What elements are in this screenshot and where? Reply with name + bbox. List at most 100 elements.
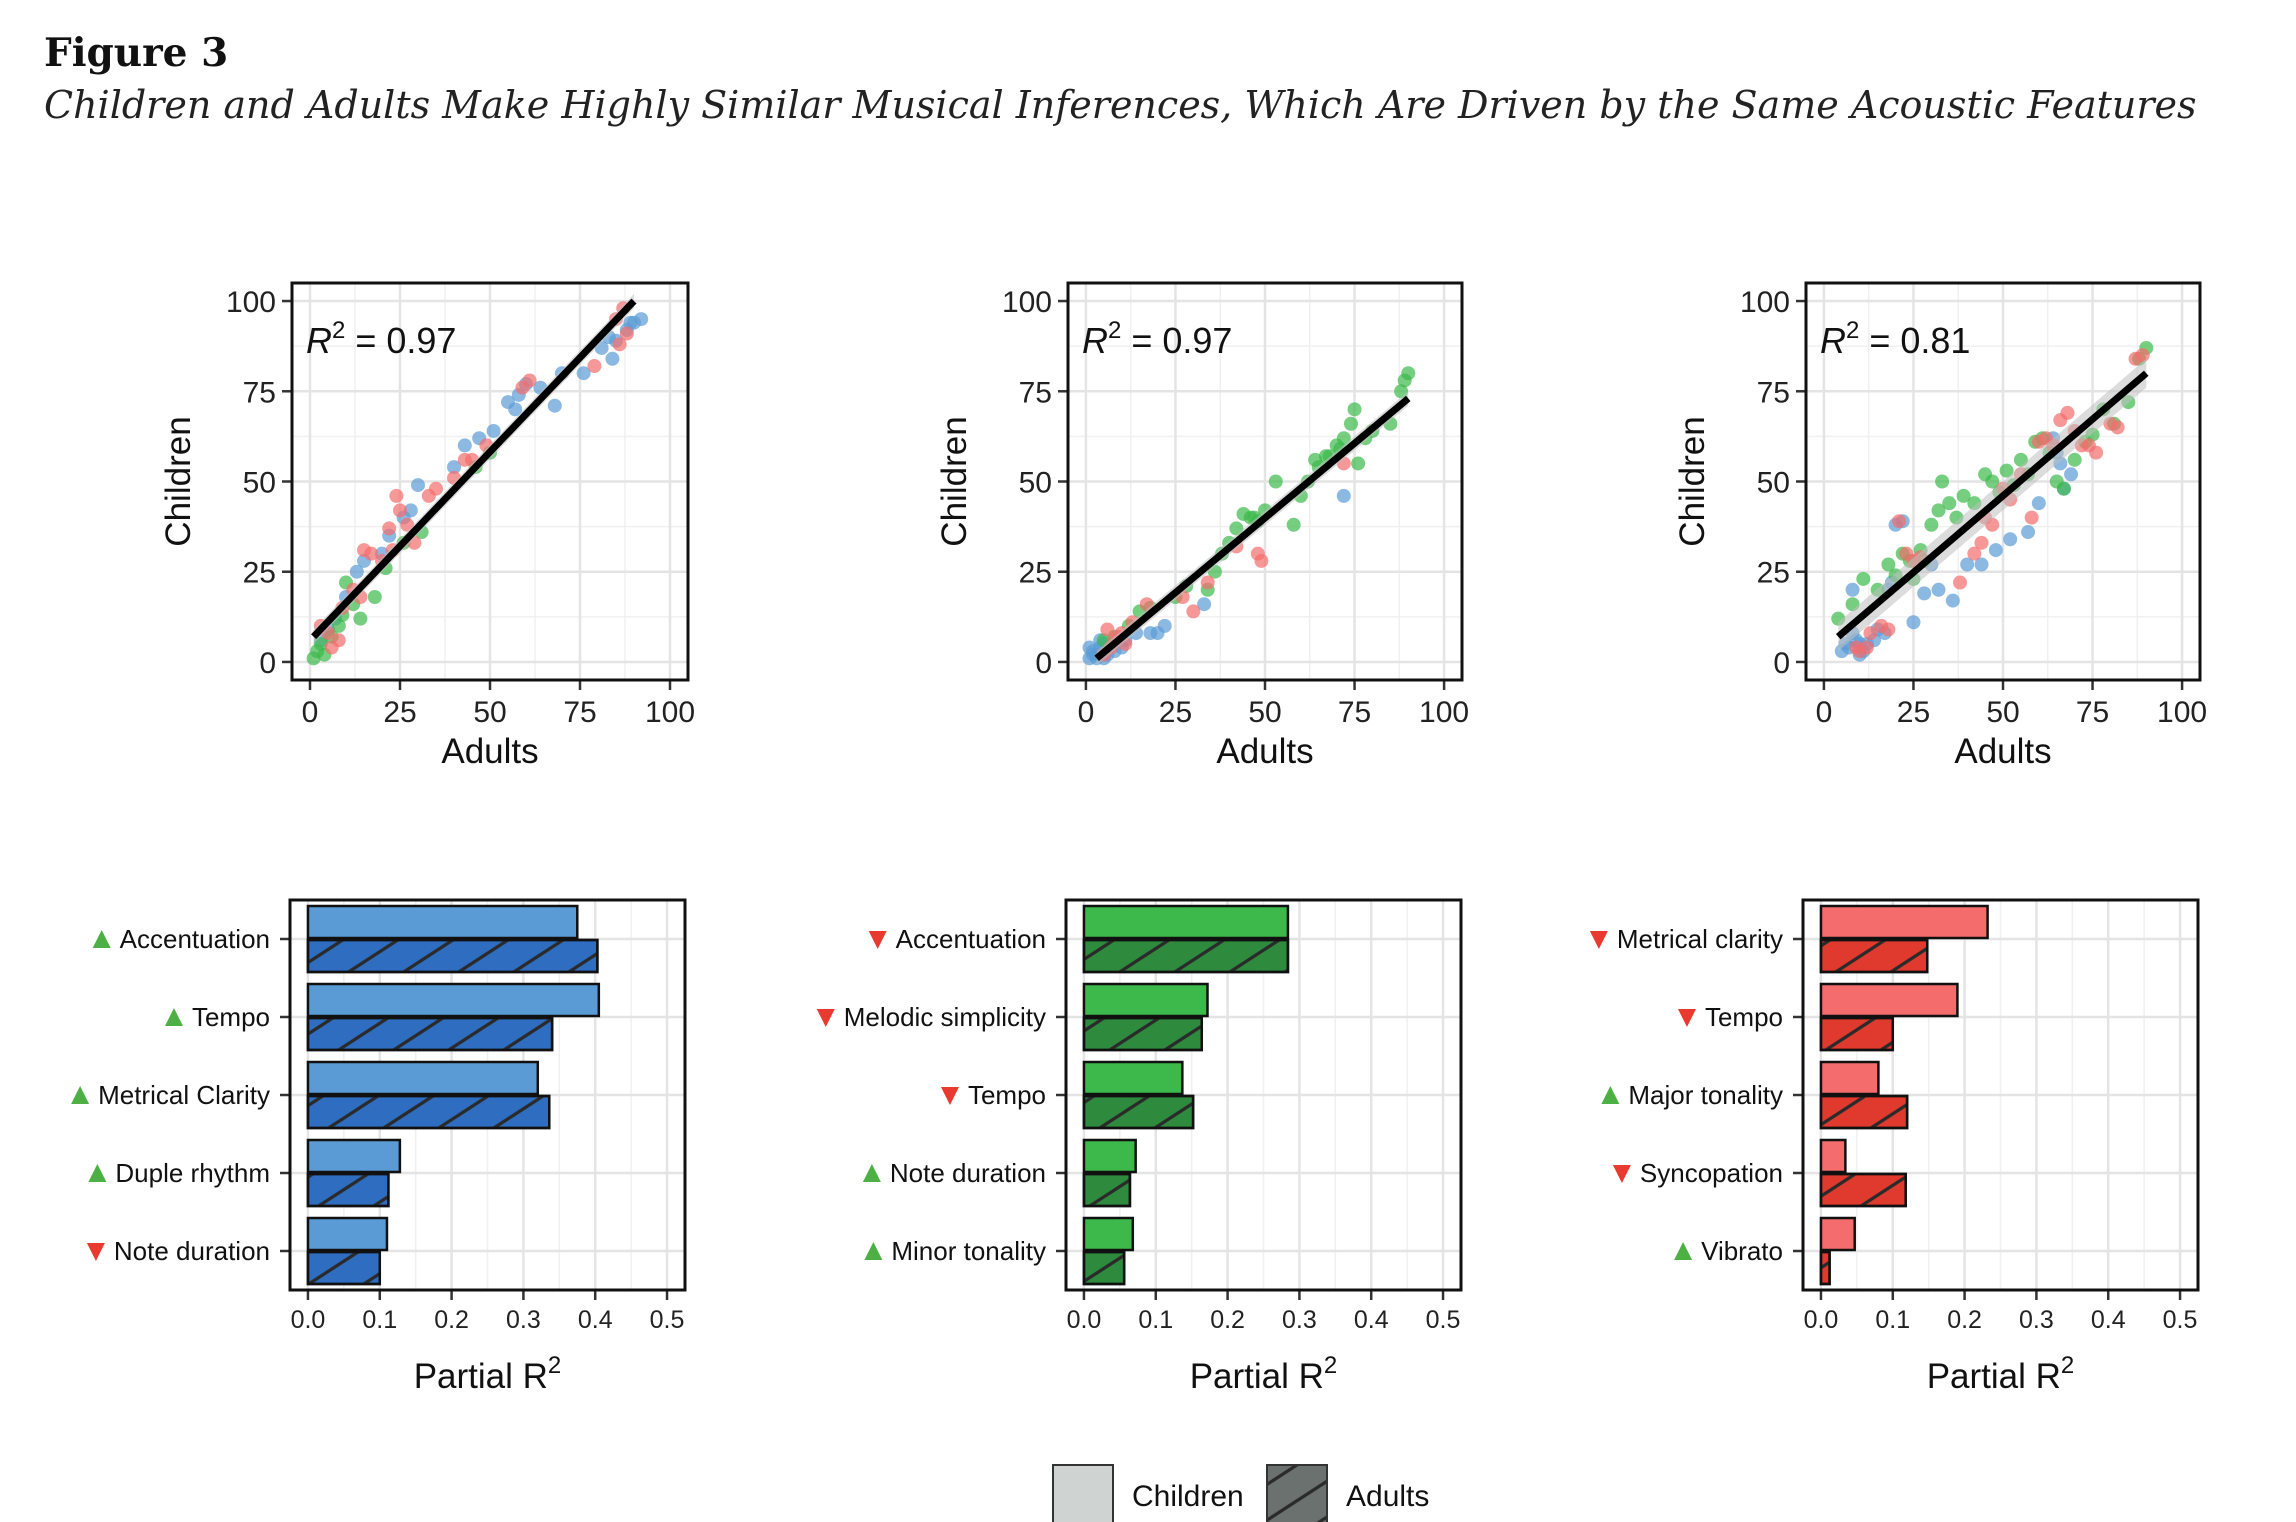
data-point	[1863, 626, 1878, 641]
x-axis-title-superscript: 2	[1324, 1352, 1337, 1379]
data-point	[1881, 557, 1896, 572]
scatter-panel-healing: 0 25 50 75 100 0 25 50 75 100 R2 = 0.81 Adults Child…	[1673, 281, 2207, 771]
data-point	[1881, 622, 1896, 637]
data-point	[1906, 615, 1921, 630]
bar-children	[306, 904, 579, 940]
data-point	[2081, 438, 2096, 453]
x-tick-label: 25	[1159, 696, 1192, 729]
r2-annotation: R2 = 0.97	[1082, 317, 1232, 361]
bar-adults-hatch	[306, 938, 599, 974]
x-tick-label: 100	[1419, 696, 1469, 729]
x-tick-label: 0	[302, 696, 319, 729]
triangle-down-icon	[86, 1243, 105, 1261]
bar-children	[1082, 1060, 1184, 1096]
data-point	[429, 481, 443, 496]
data-point	[1935, 474, 1950, 489]
data-point	[1100, 622, 1115, 637]
category-label: Minor tonality	[891, 1236, 1046, 1266]
y-axis-title: Children	[1673, 416, 1712, 546]
y-tick-label: 75	[243, 376, 276, 409]
category-label: Accentuation	[896, 924, 1046, 954]
x-tick-label: 0.2	[1210, 1306, 1245, 1334]
data-point	[486, 423, 501, 438]
category-label: Accentuation	[120, 924, 270, 954]
data-point	[1308, 452, 1323, 467]
x-tick-label: 75	[2076, 696, 2109, 729]
x-tick-label: 50	[1248, 696, 1281, 729]
category-label: Metrical Clarity	[98, 1080, 270, 1110]
r2-superscript: 2	[1846, 317, 1859, 344]
r2-annotation: R2 = 0.97	[306, 317, 456, 361]
plot-frame	[1804, 281, 2202, 682]
y-tick-label: 0	[259, 647, 276, 680]
x-tick-label: 0.0	[291, 1306, 326, 1334]
triangle-up-icon	[864, 1242, 883, 1260]
y-tick-label: 75	[1757, 376, 1790, 409]
data-point	[393, 503, 407, 518]
legend: Children Adults	[1052, 1464, 1429, 1522]
data-point	[1999, 463, 2014, 478]
bar-adults-hatch	[1819, 938, 1929, 974]
data-point	[1347, 402, 1362, 417]
data-point	[1931, 503, 1946, 518]
x-tick-label: 0.4	[2091, 1306, 2126, 1334]
category-label: Duple rhythm	[115, 1158, 270, 1188]
y-tick-label: 100	[226, 286, 276, 319]
data-point	[2056, 481, 2071, 496]
triangle-down-icon	[868, 931, 887, 949]
x-tick-label: 0.3	[2019, 1306, 2054, 1334]
bar-children	[306, 982, 601, 1018]
data-point	[353, 611, 368, 626]
y-tick-label: 25	[243, 557, 276, 590]
data-point	[1859, 640, 1874, 655]
data-point	[331, 618, 346, 633]
bar-children	[1819, 1060, 1880, 1096]
x-tick-label: 0.5	[1426, 1306, 1461, 1334]
data-point	[1343, 416, 1358, 431]
x-tick-label: 0.0	[1067, 1306, 1102, 1334]
data-point	[364, 546, 379, 561]
data-point	[447, 460, 461, 475]
plot-frame	[1066, 281, 1464, 682]
triangle-up-icon	[88, 1164, 107, 1182]
data-point	[522, 373, 537, 388]
data-point	[1336, 488, 1351, 503]
bar-adults-hatch	[1082, 938, 1290, 974]
triangle-down-icon	[1589, 931, 1608, 949]
r2-superscript: 2	[332, 317, 345, 344]
r2-value: = 0.97	[345, 320, 456, 361]
data-point	[1931, 582, 1946, 597]
bar-adults-hatch	[1819, 1250, 1831, 1286]
x-tick-label: 0.2	[1947, 1306, 1982, 1334]
data-point	[547, 398, 562, 413]
x-axis-title-text: Partial R	[414, 1357, 548, 1396]
triangle-down-icon	[1677, 1009, 1696, 1027]
bar-children	[1082, 904, 1290, 940]
data-point	[2110, 420, 2125, 435]
x-tick-label: 50	[473, 696, 506, 729]
bar-children	[1819, 982, 1959, 1018]
triangle-up-icon	[92, 930, 111, 948]
bar-children	[1819, 1138, 1847, 1174]
x-tick-label: 0.1	[1875, 1306, 1910, 1334]
data-point	[457, 438, 472, 453]
data-point	[1945, 593, 1960, 608]
legend-children-swatch	[1052, 1464, 1114, 1522]
x-tick-label: 0.0	[1804, 1306, 1839, 1334]
plot-frame	[1801, 898, 2200, 1292]
x-axis-title-superscript: 2	[2061, 1352, 2074, 1379]
plot-frame	[290, 281, 690, 682]
category-label: Syncopation	[1640, 1158, 1783, 1188]
triangle-up-icon	[164, 1008, 183, 1026]
data-point	[2067, 452, 2082, 467]
bar-children	[1819, 1216, 1856, 1252]
x-tick-label: 100	[2157, 696, 2207, 729]
data-point	[1953, 575, 1968, 590]
bar-adults-hatch	[306, 1172, 390, 1208]
x-tick-label: 0.5	[2163, 1306, 2198, 1334]
y-tick-label: 50	[243, 467, 276, 500]
data-point	[2003, 532, 2018, 547]
legend-adults-label: Adults	[1346, 1480, 1429, 1513]
x-axis-title: Partial R2	[1190, 1352, 1338, 1396]
scatter-panel-lullaby: 0 25 50 75 100 0 25 50 75 100 R2 = 0.97 Adults Child…	[935, 281, 1469, 771]
